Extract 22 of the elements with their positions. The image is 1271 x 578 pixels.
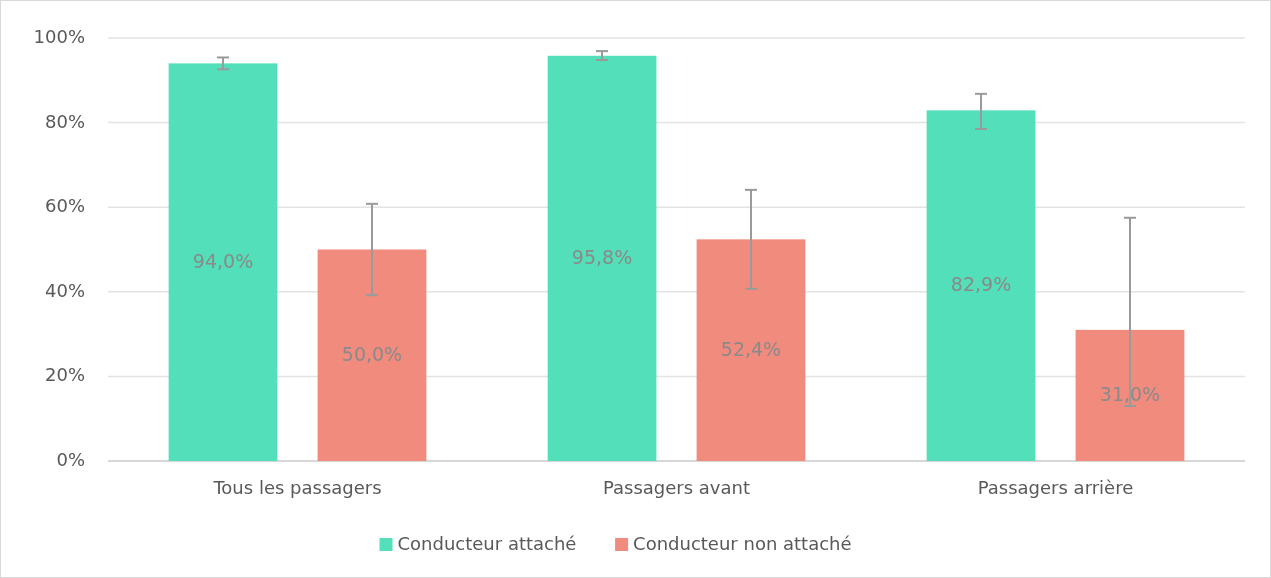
y-tick-label: 80% <box>44 110 85 132</box>
bar <box>317 249 427 461</box>
data-label: 95,8% <box>571 245 633 268</box>
data-label: 52,4% <box>720 337 782 360</box>
y-tick-label: 60% <box>44 195 85 217</box>
x-tick-label: Passagers avant <box>602 477 751 498</box>
data-label: 82,9% <box>950 273 1012 296</box>
y-tick-label: 100% <box>33 26 85 47</box>
data-label: 50,0% <box>341 342 403 365</box>
bar <box>696 239 806 461</box>
x-tick-label: Passagers arrière <box>977 477 1134 498</box>
bar <box>1075 329 1185 461</box>
y-tick-label: 0% <box>56 449 85 470</box>
data-label: 94,0% <box>192 249 254 272</box>
x-tick-label: Tous les passagers <box>212 477 382 498</box>
legend-label: Conducteur non attaché <box>633 533 852 554</box>
bar <box>926 110 1036 461</box>
y-tick-label: 40% <box>44 279 85 301</box>
bar <box>547 55 657 461</box>
legend-label: Conducteur attaché <box>397 533 577 554</box>
y-tick-label: 20% <box>44 364 85 386</box>
bar <box>168 63 278 461</box>
